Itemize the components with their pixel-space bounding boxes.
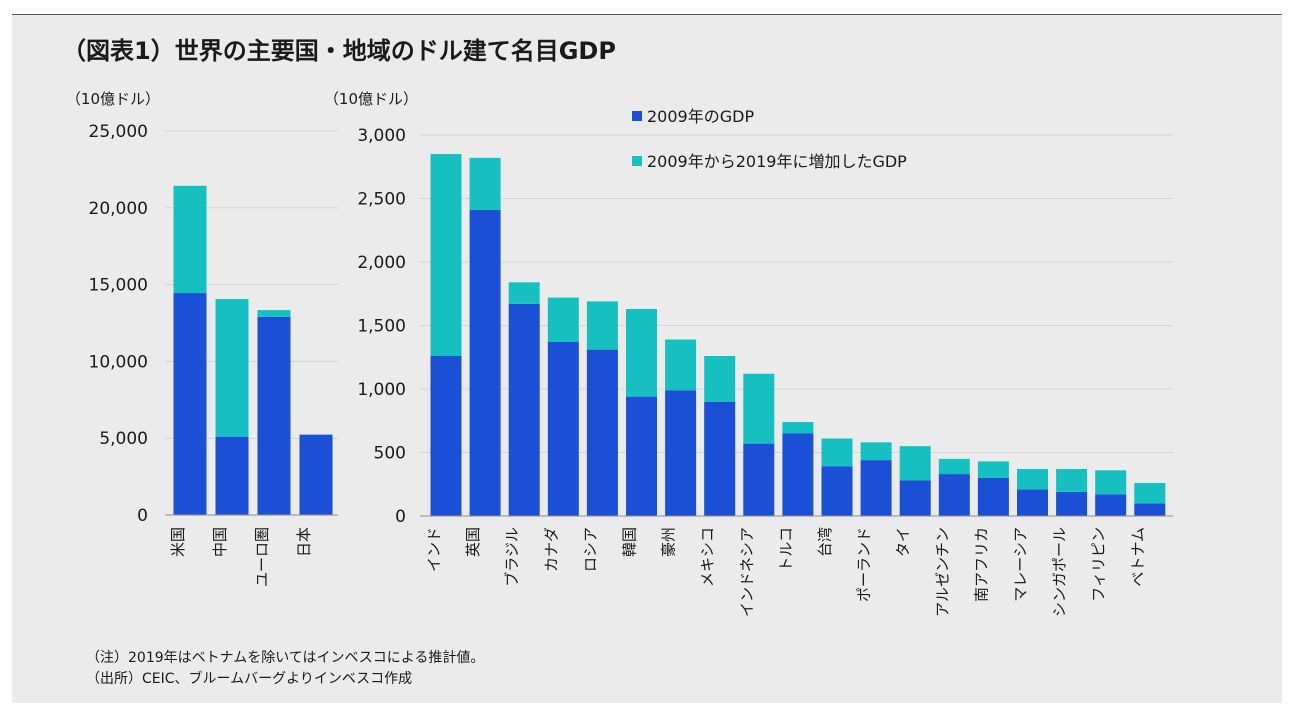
x-category-label: フィリピン [1090, 527, 1108, 602]
x-category-label: アルゼンチン [933, 527, 951, 617]
x-category-label: 南アフリカ [972, 527, 990, 602]
x-category-label: ポーランド [855, 527, 873, 602]
bar-2009-gdp [743, 443, 775, 516]
bar-2009-gdp [215, 436, 249, 515]
y-tick-label: 1,000 [357, 380, 406, 400]
y-tick-label: 1,500 [357, 317, 406, 337]
bar-2009-gdp [1056, 491, 1088, 516]
x-category-label: 中国 [211, 527, 229, 557]
x-category-label: ロシア [581, 527, 599, 572]
bar-increase [899, 446, 931, 481]
x-category-label: タイ [894, 527, 912, 557]
bar-increase [469, 157, 501, 210]
x-category-label: ベトナム [1129, 527, 1147, 587]
bar-2009-gdp [1095, 494, 1127, 516]
bar-2009-gdp [547, 342, 579, 516]
x-category-label: インドネシア [738, 527, 756, 617]
x-category-label: ユーロ圏 [253, 527, 271, 587]
legend-label: 2009年から2019年に増加したGDP [647, 152, 907, 171]
bar-2009-gdp [430, 355, 462, 516]
y-tick-label: 15,000 [89, 276, 148, 296]
bar-increase [257, 310, 291, 317]
bar-increase [430, 154, 462, 356]
y-tick-label: 10,000 [89, 352, 148, 372]
bar-increase [547, 297, 579, 343]
y-tick-label: 25,000 [89, 122, 148, 142]
bar-increase [1017, 469, 1048, 490]
bar-2009-gdp [257, 316, 291, 515]
legend-label: 2009年のGDP [647, 107, 754, 126]
legend-swatch-2009 [632, 111, 642, 121]
bar-2009-gdp [508, 303, 540, 516]
y-tick-label: 5,000 [99, 429, 148, 449]
y-tick-label: 0 [137, 506, 148, 526]
bar-increase [821, 438, 853, 467]
x-category-label: シンガポール [1051, 527, 1069, 617]
x-category-label: 豪州 [660, 527, 678, 557]
bar-2009-gdp [469, 209, 501, 516]
bar-2009-gdp [299, 434, 333, 515]
bar-2009-gdp [977, 477, 1009, 516]
bar-2009-gdp [1134, 503, 1166, 516]
y-tick-label: 20,000 [89, 199, 148, 219]
x-category-label: インド [425, 527, 443, 572]
bar-2009-gdp [173, 293, 207, 515]
y-axis-label: （10億ドル） [66, 90, 160, 108]
bar-increase [704, 355, 736, 402]
bar-increase [977, 461, 1009, 478]
x-category-label: 韓国 [621, 527, 639, 557]
note-text: （注）2019年はベトナムを除いてはインベスコによる推計値。 [86, 650, 485, 666]
bar-2009-gdp [704, 401, 736, 516]
bar-increase [626, 308, 657, 397]
bar-increase [1095, 470, 1127, 495]
source-text: （出所）CEIC、ブルームバーグよりインベスコ作成 [86, 671, 413, 687]
x-category-label: 台湾 [816, 527, 834, 557]
bar-increase [860, 442, 892, 461]
bar-2009-gdp [665, 390, 697, 516]
bar-2009-gdp [821, 466, 853, 516]
x-category-label: 英国 [464, 527, 482, 557]
bar-2009-gdp [938, 474, 970, 516]
bar-2009-gdp [586, 349, 618, 516]
bar-2009-gdp [860, 460, 892, 516]
bar-increase [1134, 482, 1166, 504]
x-category-label: カナダ [542, 527, 560, 572]
y-tick-label: 2,500 [357, 190, 406, 210]
bar-increase [586, 301, 618, 350]
bar-increase [938, 458, 970, 475]
bar-increase [743, 373, 775, 444]
notes: （注）2019年はベトナムを除いてはインベスコによる推計値。 （出所）CEIC、… [86, 648, 484, 690]
top-rule [12, 14, 1282, 15]
y-tick-label: 500 [374, 444, 406, 464]
bar-increase [215, 299, 249, 437]
bar-increase [508, 282, 540, 304]
bar-increase [782, 422, 814, 434]
bar-increase [173, 185, 207, 294]
bar-2009-gdp [782, 433, 814, 516]
figure-title: （図表1）世界の主要国・地域のドル建て名目GDP [62, 37, 616, 65]
x-category-label: メキシコ [699, 527, 717, 587]
x-category-label: ブラジル [503, 527, 521, 587]
x-category-label: マレーシア [1012, 527, 1030, 602]
bar-2009-gdp [899, 480, 931, 516]
x-category-label: 日本 [295, 527, 313, 557]
bar-increase [665, 339, 697, 391]
x-category-label: トルコ [777, 527, 795, 572]
x-category-label: 米国 [169, 527, 187, 557]
legend-swatch-increase [632, 156, 642, 166]
y-tick-label: 3,000 [357, 126, 406, 146]
y-tick-label: 2,000 [357, 253, 406, 273]
bar-2009-gdp [626, 396, 657, 516]
bar-increase [1056, 469, 1088, 492]
bar-2009-gdp [1017, 489, 1048, 516]
y-axis-label: （10億ドル） [324, 90, 418, 108]
y-tick-label: 0 [395, 507, 406, 527]
